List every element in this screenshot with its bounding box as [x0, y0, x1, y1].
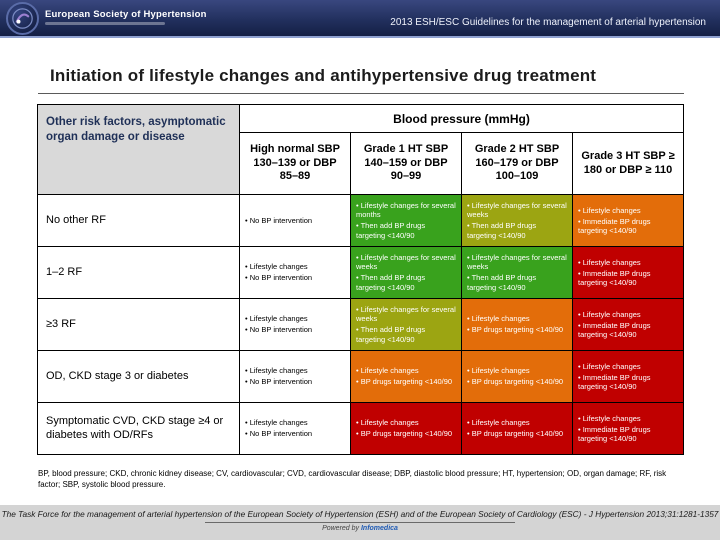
- treatment-cell: • Lifestyle changes • BP drugs targeting …: [461, 298, 573, 351]
- slide-title: Initiation of lifestyle changes and anti…: [50, 66, 597, 85]
- cell-line: • Then add BP drugs targeting <140/90: [356, 325, 426, 344]
- row-label: No other RF: [37, 194, 240, 247]
- column-header-3: Grade 2 HT SBP 160–179 or DBP 100–109: [461, 132, 573, 195]
- treatment-cell: • Lifestyle changes for several weeks • T…: [461, 246, 573, 299]
- treatment-cell: • Lifestyle changes • BP drugs targeting …: [350, 350, 462, 403]
- powered-by-label: Powered by: [322, 525, 360, 532]
- cell-line: • BP drugs targeting <140/90: [356, 377, 453, 387]
- cell-line: • No BP intervention: [245, 325, 313, 335]
- esh-society-name: European Society of Hypertension: [45, 9, 207, 20]
- cell-line: • Lifestyle changes: [245, 314, 308, 324]
- treatment-cell: • Lifestyle changes • Immediate BP drugs …: [572, 402, 684, 455]
- cell-line: • Lifestyle changes: [578, 361, 641, 371]
- treatment-cell: • Lifestyle changes • Immediate BP drugs …: [572, 298, 684, 351]
- table-row: 1–2 RF • Lifestyle changes • No BP interve…: [37, 246, 684, 299]
- column-header-1: High normal SBP 130–139 or DBP 85–89: [239, 132, 351, 195]
- table-row: OD, CKD stage 3 or diabetes • Lifestyle c…: [37, 350, 684, 403]
- table-head: Other risk factors, asymptomatic organ d…: [37, 104, 684, 195]
- table-row: ≥3 RF • Lifestyle changes • No BP interven…: [37, 298, 684, 351]
- citation-text: The Task Force for the management of art…: [1, 509, 719, 519]
- column-header-2: Grade 1 HT SBP 140–159 or DBP 90–99: [350, 132, 462, 195]
- column-header-row: High normal SBP 130–139 or DBP 85–89 Grad…: [38, 132, 684, 195]
- cell-line: • BP drugs targeting <140/90: [467, 429, 564, 439]
- cell-line: • Lifestyle changes for several weeks: [356, 305, 456, 324]
- cell-line: • Lifestyle changes: [467, 418, 530, 428]
- guidelines-bar-title: 2013 ESH/ESC Guidelines for the manageme…: [390, 17, 706, 28]
- cell-line: • Lifestyle changes: [245, 418, 308, 428]
- table-row: Symptomatic CVD, CKD stage ≥4 or diabete…: [37, 402, 684, 455]
- cell-line: • BP drugs targeting <140/90: [467, 325, 564, 335]
- cell-line: • No BP intervention: [245, 215, 313, 225]
- treatment-cell: • Lifestyle changes • No BP intervention: [239, 246, 351, 299]
- cell-line: • Lifestyle changes: [578, 257, 641, 267]
- esh-society-tagline: [45, 22, 165, 25]
- treatment-cell: • Lifestyle changes for several weeks • T…: [461, 194, 573, 247]
- row-label: ≥3 RF: [37, 298, 240, 351]
- cell-line: • Lifestyle changes: [245, 262, 308, 272]
- cell-line: • Then add BP drugs targeting <140/90: [356, 221, 426, 240]
- row-label: Symptomatic CVD, CKD stage ≥4 or diabete…: [37, 402, 240, 455]
- cell-line: • Immediate BP drugs targeting <140/90: [578, 320, 651, 339]
- treatment-cell: • Lifestyle changes for several weeks • T…: [350, 298, 462, 351]
- table-row: No other RF • No BP intervention • Lifesty…: [37, 194, 684, 247]
- row-label: 1–2 RF: [37, 246, 240, 299]
- cell-line: • Lifestyle changes: [578, 309, 641, 319]
- cell-line: • Lifestyle changes: [245, 366, 308, 376]
- cell-line: • Then add BP drugs targeting <140/90: [467, 273, 537, 292]
- powered-by-brand: Infomedica: [360, 525, 398, 532]
- cell-line: • Lifestyle changes for several weeks: [356, 253, 456, 272]
- cell-line: • Lifestyle changes for several weeks: [467, 201, 567, 220]
- treatment-cell: • Lifestyle changes • Immediate BP drugs …: [572, 350, 684, 403]
- treatment-cell: • Lifestyle changes • Immediate BP drugs …: [572, 194, 684, 247]
- treatment-cell: • Lifestyle changes for several months • …: [350, 194, 462, 247]
- cell-line: • Lifestyle changes: [467, 366, 530, 376]
- treatment-cell: • No BP intervention: [239, 194, 351, 247]
- cell-line: • Lifestyle changes: [356, 418, 419, 428]
- treatment-cell: • Lifestyle changes • Immediate BP drugs …: [572, 246, 684, 299]
- treatment-table: Other risk factors, asymptomatic organ d…: [37, 104, 684, 455]
- footer-bar: The Task Force for the management of art…: [0, 505, 720, 540]
- treatment-cell: • Lifestyle changes for several weeks • T…: [350, 246, 462, 299]
- cell-line: • Immediate BP drugs targeting <140/90: [578, 372, 651, 391]
- cell-line: • Immediate BP drugs targeting <140/90: [578, 216, 651, 235]
- cell-line: • Immediate BP drugs targeting <140/90: [578, 268, 651, 287]
- cell-line: • Lifestyle changes: [467, 314, 530, 324]
- treatment-cell: • Lifestyle changes • BP drugs targeting …: [350, 402, 462, 455]
- cell-line: • Then add BP drugs targeting <140/90: [467, 221, 537, 240]
- abbreviations-footnote: BP, blood pressure; CKD, chronic kidney …: [38, 469, 667, 489]
- cell-line: • Immediate BP drugs targeting <140/90: [578, 424, 651, 443]
- cell-line: • BP drugs targeting <140/90: [467, 377, 564, 387]
- top-bar: European Society of Hypertension 2013 ES…: [0, 0, 720, 38]
- cell-line: • Lifestyle changes: [578, 413, 641, 423]
- treatment-cell: • Lifestyle changes • No BP intervention: [239, 402, 351, 455]
- cell-line: • Then add BP drugs targeting <140/90: [356, 273, 426, 292]
- cell-line: • No BP intervention: [245, 429, 313, 439]
- title-divider: [38, 93, 684, 94]
- cell-line: • Lifestyle changes: [578, 205, 641, 215]
- cell-line: • BP drugs targeting <140/90: [356, 429, 453, 439]
- footer-divider: [205, 522, 515, 523]
- cell-line: • No BP intervention: [245, 377, 313, 387]
- treatment-cell: • Lifestyle changes • BP drugs targeting …: [461, 402, 573, 455]
- esh-logo-icon: [6, 2, 39, 35]
- row-label: OD, CKD stage 3 or diabetes: [37, 350, 240, 403]
- powered-by: Powered by Infomedica: [0, 525, 720, 532]
- table-body: No other RF • No BP intervention • Lifesty…: [37, 194, 684, 455]
- cell-line: • Lifestyle changes: [356, 366, 419, 376]
- column-header-4: Grade 3 HT SBP ≥ 180 or DBP ≥ 110: [572, 132, 684, 195]
- bp-header: Blood pressure (mmHg): [239, 104, 684, 133]
- treatment-cell: • Lifestyle changes • No BP intervention: [239, 350, 351, 403]
- cell-line: • Lifestyle changes for several months: [356, 201, 456, 220]
- treatment-cell: • Lifestyle changes • No BP intervention: [239, 298, 351, 351]
- treatment-cell: • Lifestyle changes • BP drugs targeting …: [461, 350, 573, 403]
- cell-line: • Lifestyle changes for several weeks: [467, 253, 567, 272]
- cell-line: • No BP intervention: [245, 273, 313, 283]
- corner-header: Other risk factors, asymptomatic organ d…: [37, 104, 240, 195]
